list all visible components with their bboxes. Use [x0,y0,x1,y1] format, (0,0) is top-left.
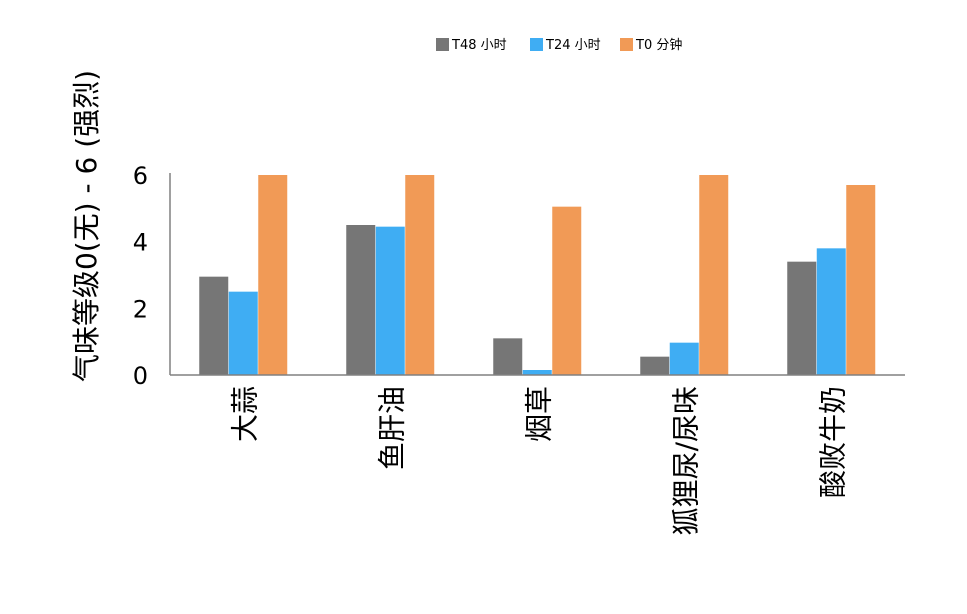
bar [405,175,435,375]
x-tick-label: 大蒜 [229,386,262,442]
bar [258,175,288,375]
bar [228,291,258,375]
bar [846,185,876,375]
legend-item: T24 小时 [530,38,601,53]
legend-label: T24 小时 [545,38,601,53]
bars [199,175,876,375]
legend-item: T48 小时 [436,38,507,53]
legend: T48 小时 T24 小时 T0 分钟 [436,37,682,53]
bar [640,356,670,375]
x-axis-labels: 大蒜 鱼肝油 烟草 狐狸尿/尿味 酸败牛奶 [229,386,850,535]
y-tick-label: 2 [133,295,148,323]
bar [346,225,376,375]
y-tick-label: 0 [133,362,148,390]
bar [522,370,552,375]
x-tick-label: 烟草 [523,386,556,442]
x-tick-label: 鱼肝油 [376,386,409,470]
x-tick-label: 酸败牛奶 [817,386,850,498]
y-tick-label: 6 [133,162,148,190]
legend-label: T0 分钟 [635,37,682,53]
y-axis-ticks: 0 2 4 6 [133,162,148,390]
bar [493,338,523,375]
y-axis-label: 气味等级0(无) - 6 (强烈) [70,70,103,382]
legend-label: T48 小时 [451,38,507,53]
legend-swatch [436,38,449,51]
legend-item: T0 分钟 [620,37,682,53]
x-tick-label: 狐狸尿/尿味 [670,386,703,535]
bar [699,175,729,375]
bar [199,276,229,375]
bar [669,342,699,375]
bar [787,261,817,375]
legend-swatch [620,38,633,51]
y-tick-label: 4 [133,229,148,257]
legend-swatch [530,38,543,51]
bar [375,226,405,375]
bar [816,248,846,375]
bar [552,206,582,375]
